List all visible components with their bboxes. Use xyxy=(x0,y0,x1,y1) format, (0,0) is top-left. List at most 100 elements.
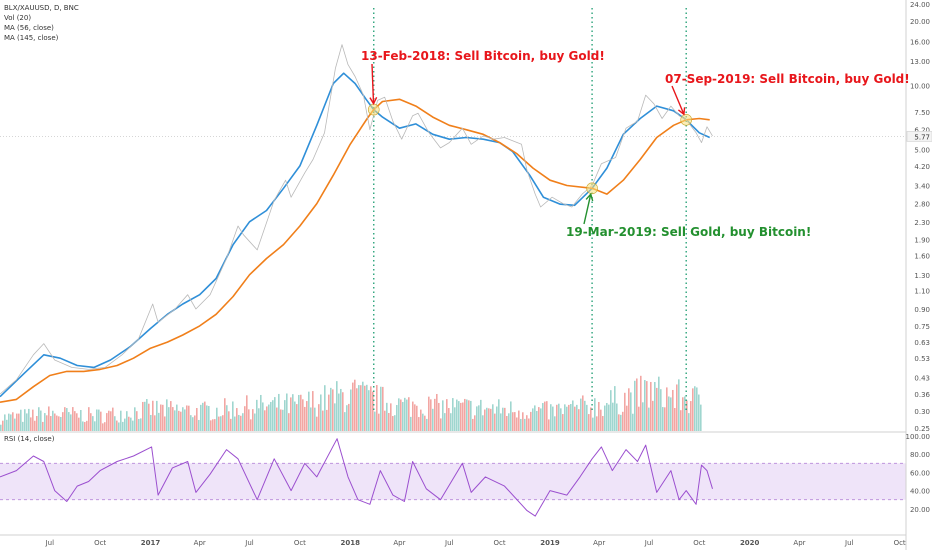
volume-bar xyxy=(644,380,646,431)
volume-bar xyxy=(634,380,636,431)
volume-bar xyxy=(104,422,106,431)
volume-bar xyxy=(150,414,152,431)
volume-bar xyxy=(568,404,570,431)
time-tick-label: 2017 xyxy=(141,539,161,547)
volume-bar xyxy=(180,411,182,431)
volume-bar xyxy=(86,420,88,431)
volume-bar xyxy=(446,399,448,431)
current-price-badge xyxy=(906,131,932,142)
volume-bar xyxy=(50,416,52,431)
volume-bar xyxy=(632,413,634,431)
volume-bar xyxy=(636,378,638,431)
volume-bar xyxy=(328,394,330,431)
price-tick-label: 16.00 xyxy=(910,39,930,47)
volume-bar xyxy=(526,415,528,431)
volume-bar xyxy=(96,409,98,431)
volume-bar xyxy=(40,410,42,431)
volume-bar xyxy=(654,382,656,431)
volume-bar xyxy=(60,416,62,431)
volume-bar xyxy=(156,400,158,431)
time-tick-label: Oct xyxy=(494,539,506,547)
volume-bar xyxy=(584,400,586,431)
volume-bar xyxy=(594,398,596,431)
volume-bar xyxy=(452,398,454,431)
volume-bar xyxy=(42,421,44,431)
volume-bar xyxy=(498,399,500,431)
rsi-tick-label: 40.00 xyxy=(910,488,930,496)
annotation-sell-2018: 13-Feb-2018: Sell Bitcoin, buy Gold! xyxy=(361,49,605,63)
volume-bar xyxy=(132,420,134,431)
volume-bar xyxy=(660,389,662,431)
ma-slow-label: MA (145, close) xyxy=(4,34,59,42)
volume-bar xyxy=(142,401,144,431)
volume-bar xyxy=(592,417,594,431)
price-tick-label: 7.50 xyxy=(914,109,930,117)
volume-bar xyxy=(504,407,506,431)
volume-bar xyxy=(246,395,248,431)
volume-bar xyxy=(334,403,336,431)
volume-bar xyxy=(290,397,292,431)
rsi-tick-label: 80.00 xyxy=(910,451,930,459)
volume-bar xyxy=(92,416,94,431)
volume-bar xyxy=(192,417,194,431)
volume-bar xyxy=(378,413,380,431)
volume-bar xyxy=(682,397,684,431)
volume-bar xyxy=(268,404,270,431)
volume-bar xyxy=(416,405,418,431)
volume-bar xyxy=(496,406,498,431)
volume-bar xyxy=(210,420,212,431)
volume-bar xyxy=(12,412,14,431)
volume-bar xyxy=(288,413,290,431)
volume-bar xyxy=(428,396,430,431)
volume-bar xyxy=(648,407,650,431)
volume-bar xyxy=(218,416,220,431)
price-tick-label: 2.30 xyxy=(914,219,930,227)
volume-bar xyxy=(410,416,412,431)
volume-bar xyxy=(596,416,598,431)
price-tick-label: 13.00 xyxy=(910,58,930,66)
volume-bar xyxy=(620,414,622,431)
volume-bar xyxy=(492,404,494,431)
volume-bar xyxy=(198,419,200,431)
volume-bar xyxy=(460,402,462,431)
volume-bar xyxy=(386,402,388,431)
price-tick-label: 24.00 xyxy=(910,1,930,9)
annotation-sell-2019: 07-Sep-2019: Sell Bitcoin, buy Gold! xyxy=(665,72,910,86)
price-tick-label: 10.00 xyxy=(910,82,930,90)
volume-bar xyxy=(574,406,576,431)
volume-bar xyxy=(58,416,60,431)
price-tick-label: 6.20 xyxy=(914,127,930,135)
volume-bar xyxy=(462,402,464,431)
volume-bar xyxy=(468,400,470,431)
volume-bar xyxy=(350,389,352,431)
volume-bar xyxy=(256,399,258,431)
volume-bar xyxy=(84,422,86,431)
volume-bar xyxy=(100,411,102,431)
volume-bar xyxy=(610,390,612,431)
volume-bar xyxy=(342,392,344,431)
price-tick-label: 1.60 xyxy=(914,253,930,261)
volume-bar xyxy=(286,393,288,431)
volume-bar xyxy=(652,400,654,431)
price-tick-label: 0.30 xyxy=(914,408,930,416)
volume-bar xyxy=(432,408,434,431)
volume-bar xyxy=(240,415,242,431)
volume-bar xyxy=(238,414,240,431)
volume-bar xyxy=(316,416,318,431)
volume-bar xyxy=(618,414,620,431)
volume-bar xyxy=(674,408,676,431)
volume-bar xyxy=(274,397,276,431)
volume-bar xyxy=(418,417,420,431)
volume-bar xyxy=(420,409,422,431)
volume-bar xyxy=(136,411,138,431)
volume-bar xyxy=(664,407,666,431)
volume-bar xyxy=(10,414,12,431)
volume-bar xyxy=(314,407,316,431)
volume-bar xyxy=(502,407,504,431)
volume-bar xyxy=(518,410,520,431)
price-tick-label: 0.90 xyxy=(914,306,930,314)
volume-bar xyxy=(450,413,452,431)
volume-bar xyxy=(46,415,48,431)
time-tick-label: Apr xyxy=(194,539,206,547)
volume-bar xyxy=(114,416,116,431)
